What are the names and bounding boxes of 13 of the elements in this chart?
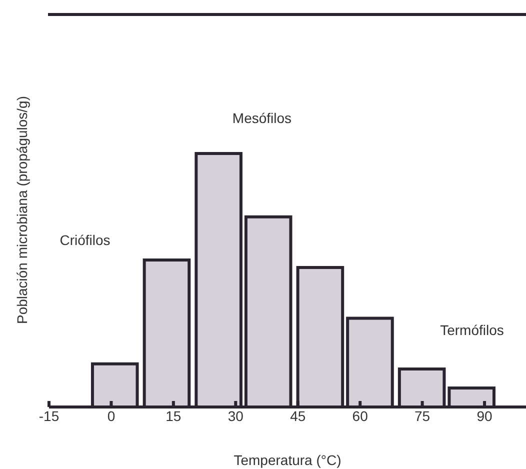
- x-tick-label: 15: [166, 408, 182, 424]
- x-tick-label: 30: [228, 408, 244, 424]
- text: Mesófilos: [232, 110, 292, 126]
- annotation: Criófilos: [60, 232, 110, 248]
- x-axis-title: Temperatura (°C): [234, 452, 342, 468]
- x-tick-label: 90: [476, 408, 493, 424]
- annotation: Termófilos: [440, 322, 504, 338]
- x-tick-label: -15: [38, 408, 60, 424]
- x-tick-label: 45: [290, 408, 306, 424]
- x-tick-label: 75: [414, 408, 430, 424]
- x-tick-label: 60: [352, 408, 368, 424]
- x-tick-label: 0: [107, 408, 116, 424]
- y-axis-title: Población microbiana (propágulos/g): [14, 96, 30, 324]
